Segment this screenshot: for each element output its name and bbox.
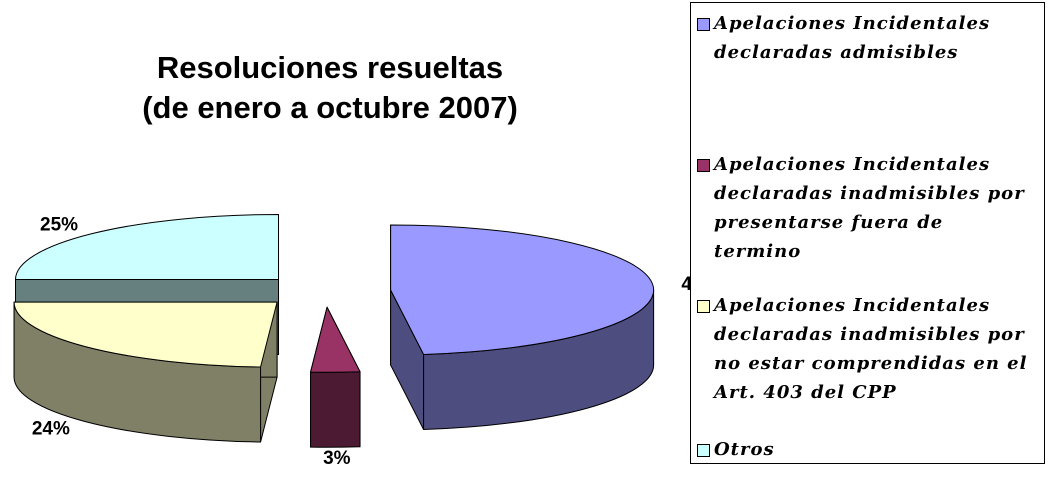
legend-swatch <box>697 300 710 313</box>
data-label: 24% <box>32 419 70 440</box>
legend-item: Apelaciones Incidentales declaradas admi… <box>697 9 1037 67</box>
legend-label: Apelaciones Incidentales declaradas inad… <box>714 295 1028 403</box>
slice-side <box>310 371 361 448</box>
pie-slice <box>390 224 655 355</box>
chart-title: (de enero a octubre 2007) <box>142 90 518 125</box>
legend-swatch <box>697 159 710 172</box>
legend-swatch <box>697 444 710 457</box>
legend-item: Apelaciones Incidentales declaradas inad… <box>697 150 1037 266</box>
legend: Apelaciones Incidentales declaradas admi… <box>690 2 1045 464</box>
data-label: 3% <box>323 448 351 469</box>
pie-slice <box>15 214 280 281</box>
legend-item: Otros <box>697 435 1037 464</box>
data-label: 48% <box>681 274 690 295</box>
pie-slice <box>13 301 278 368</box>
legend-swatch <box>697 18 710 31</box>
chart-title: Resoluciones resueltas <box>157 50 503 85</box>
pie-slice <box>310 306 361 373</box>
legend-label: Otros <box>714 439 775 460</box>
legend-label: Apelaciones Incidentales declaradas admi… <box>714 13 991 63</box>
chart: Resoluciones resueltas (de enero a octub… <box>13 50 690 469</box>
legend-item: Apelaciones Incidentales declaradas inad… <box>697 291 1037 407</box>
legend-label: Apelaciones Incidentales declaradas inad… <box>714 154 1025 262</box>
data-label: 25% <box>40 214 78 235</box>
